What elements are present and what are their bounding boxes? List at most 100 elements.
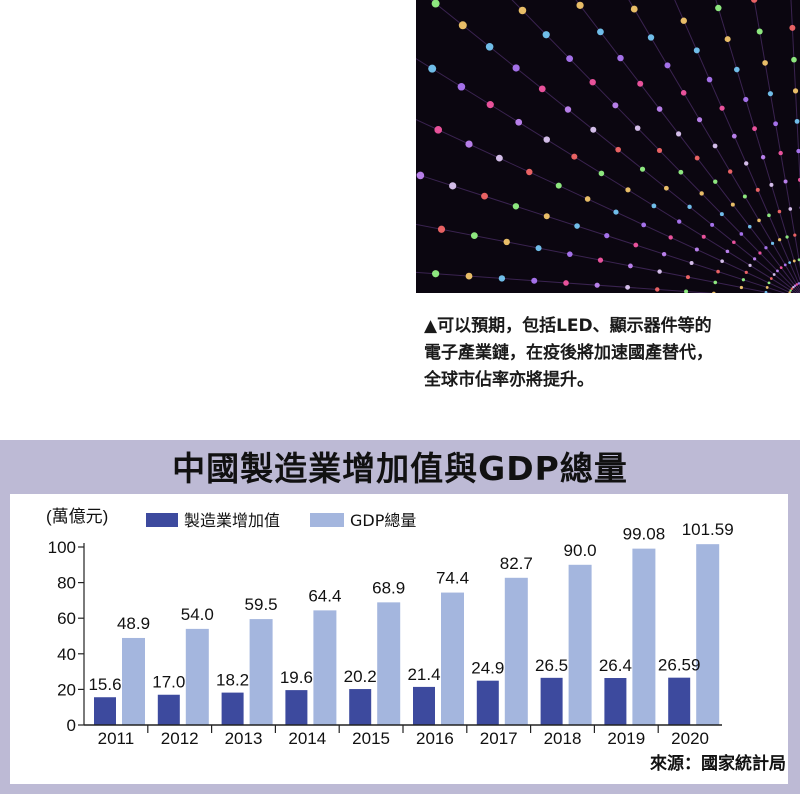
x-tick-label: 2018: [544, 729, 582, 748]
led-dot: [431, 0, 440, 8]
led-dot: [694, 155, 700, 161]
led-dot: [538, 85, 546, 93]
led-dot: [617, 54, 624, 62]
led-dot: [713, 179, 718, 184]
led-dot: [727, 169, 733, 174]
led-dot: [689, 261, 694, 266]
data-label-gdp: 74.4: [436, 569, 469, 588]
led-dot: [485, 42, 494, 51]
led-dot: [762, 60, 768, 66]
led-dot: [739, 285, 743, 290]
led-dot: [604, 233, 610, 239]
led-dot: [503, 238, 510, 246]
x-tick-label: 2016: [416, 729, 454, 748]
led-dot: [416, 171, 425, 180]
led-dot: [512, 64, 520, 72]
data-label-manufacturing: 26.59: [658, 656, 701, 675]
led-dot: [598, 170, 605, 177]
led-dot: [764, 290, 768, 293]
led-dot: [742, 194, 747, 199]
led-dot: [756, 28, 763, 35]
led-dot: [765, 286, 769, 289]
led-dot: [567, 251, 573, 257]
light-strand: [416, 271, 715, 293]
led-dot: [757, 218, 761, 223]
led-dot: [457, 82, 466, 91]
led-dot: [574, 223, 580, 229]
led-dot: [725, 249, 730, 254]
light-strand: [674, 0, 800, 288]
led-dot: [655, 287, 660, 292]
bar-gdp: [249, 619, 273, 725]
light-strand: [416, 223, 773, 293]
led-dot: [584, 196, 591, 202]
led-dot: [486, 101, 494, 109]
data-label-manufacturing: 19.6: [280, 668, 313, 687]
led-dot: [680, 90, 687, 96]
legend-swatch-manufacturing: [146, 513, 178, 527]
data-label-manufacturing: 26.5: [535, 656, 568, 675]
y-tick-label: 0: [67, 716, 76, 735]
caption-line: 電子產業鏈，在疫後將加速國產替代，: [424, 343, 713, 363]
led-dot: [744, 270, 748, 274]
bar-manufacturing: [604, 678, 627, 725]
led-dot: [437, 225, 446, 233]
y-tick-label: 20: [57, 680, 76, 699]
led-dot: [792, 285, 795, 289]
led-dot: [788, 261, 792, 265]
led-dot: [637, 80, 644, 87]
led-dot: [791, 56, 797, 63]
bar-manufacturing: [94, 697, 116, 725]
led-dot: [535, 245, 542, 252]
led-dot: [615, 146, 621, 153]
bars-group: 15.6 48.9 17.0 54.0 18.2 59.5 19.6 64.4 20.2 68.9…: [88, 520, 734, 725]
led-dot: [656, 147, 663, 154]
led-dot: [449, 182, 457, 190]
led-dot: [515, 118, 523, 126]
legend-label-gdp: GDP總量: [350, 511, 416, 530]
led-dot: [760, 154, 766, 160]
light-strand: [715, 0, 800, 282]
led-dot: [495, 154, 503, 162]
data-label-gdp: 90.0: [564, 541, 597, 560]
led-dot: [715, 4, 722, 12]
led-dot: [783, 179, 788, 184]
led-dot: [778, 238, 782, 242]
led-dot: [531, 277, 538, 284]
data-label-manufacturing: 21.4: [407, 665, 440, 684]
led-dot: [641, 222, 647, 228]
data-label-gdp: 64.4: [308, 586, 341, 605]
bar-gdp: [568, 564, 592, 725]
light-strand: [575, 0, 800, 293]
led-dot: [543, 213, 550, 220]
led-dot: [770, 241, 775, 245]
led-dot: [794, 118, 800, 124]
led-dot: [788, 207, 793, 211]
led-dot: [630, 5, 638, 13]
bar-manufacturing: [221, 692, 244, 725]
led-dot: [731, 133, 737, 139]
data-label-manufacturing: 26.4: [599, 656, 632, 675]
led-dot: [720, 259, 724, 263]
light-strand: [628, 0, 800, 291]
led-dot: [790, 287, 794, 290]
y-tick-label: 60: [57, 609, 76, 628]
led-dot: [783, 263, 787, 267]
photo-caption: ▲可以預期，包括LED、顯示器件等的 電子產業鏈，在疫後將加速國產替代， 全球市…: [424, 313, 796, 394]
y-tick-label: 40: [57, 645, 76, 664]
led-dot: [712, 291, 716, 293]
light-strand: [416, 173, 786, 293]
data-label-manufacturing: 24.9: [471, 659, 504, 678]
led-dot: [465, 272, 473, 280]
led-dot: [767, 91, 774, 97]
x-tick-label: 2019: [607, 729, 645, 748]
led-dot: [712, 143, 718, 149]
led-dot: [792, 88, 799, 94]
led-dot: [747, 224, 752, 229]
y-tick-label: 100: [48, 538, 76, 557]
led-dot: [758, 251, 762, 255]
led-dot: [432, 270, 440, 278]
led-dot: [797, 177, 800, 182]
led-dot: [710, 222, 715, 227]
bar-gdp: [441, 592, 464, 725]
